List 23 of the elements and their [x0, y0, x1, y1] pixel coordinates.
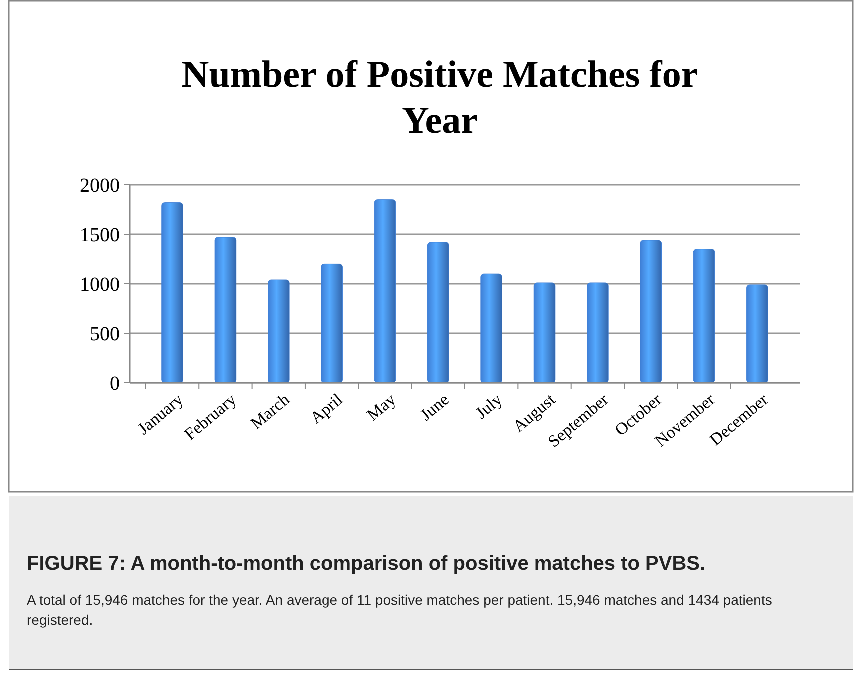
bar — [321, 264, 343, 384]
bar — [268, 280, 290, 384]
y-tick-label: 500 — [90, 324, 120, 346]
bar — [693, 249, 716, 384]
y-tick-label: 0 — [110, 373, 120, 395]
text: A total of 15,946 matches for the year. An average of 11 positive matches per patient. 15,946 matches and 1434 patients registered. — [27, 591, 774, 630]
y-tick-label: 2000 — [80, 175, 120, 197]
bar — [162, 202, 184, 384]
bar — [534, 282, 556, 384]
bar — [746, 284, 768, 384]
x-tick-label: May — [364, 390, 400, 425]
chart-title: Number of Positive Matches for Year — [182, 54, 698, 142]
caption: FIGURE 7: A month-to-month comparison of positive matches to PVBS. — [27, 553, 706, 575]
bar — [374, 200, 396, 384]
bar — [640, 240, 662, 384]
y-tick-label: 1000 — [80, 274, 120, 296]
bar — [480, 274, 502, 384]
x-tick-label: June — [416, 390, 453, 425]
bar — [214, 237, 237, 384]
bar — [587, 282, 609, 384]
y-tick-label: 1500 — [80, 224, 120, 246]
bar — [428, 242, 450, 384]
x-tick-label: July — [472, 390, 506, 423]
